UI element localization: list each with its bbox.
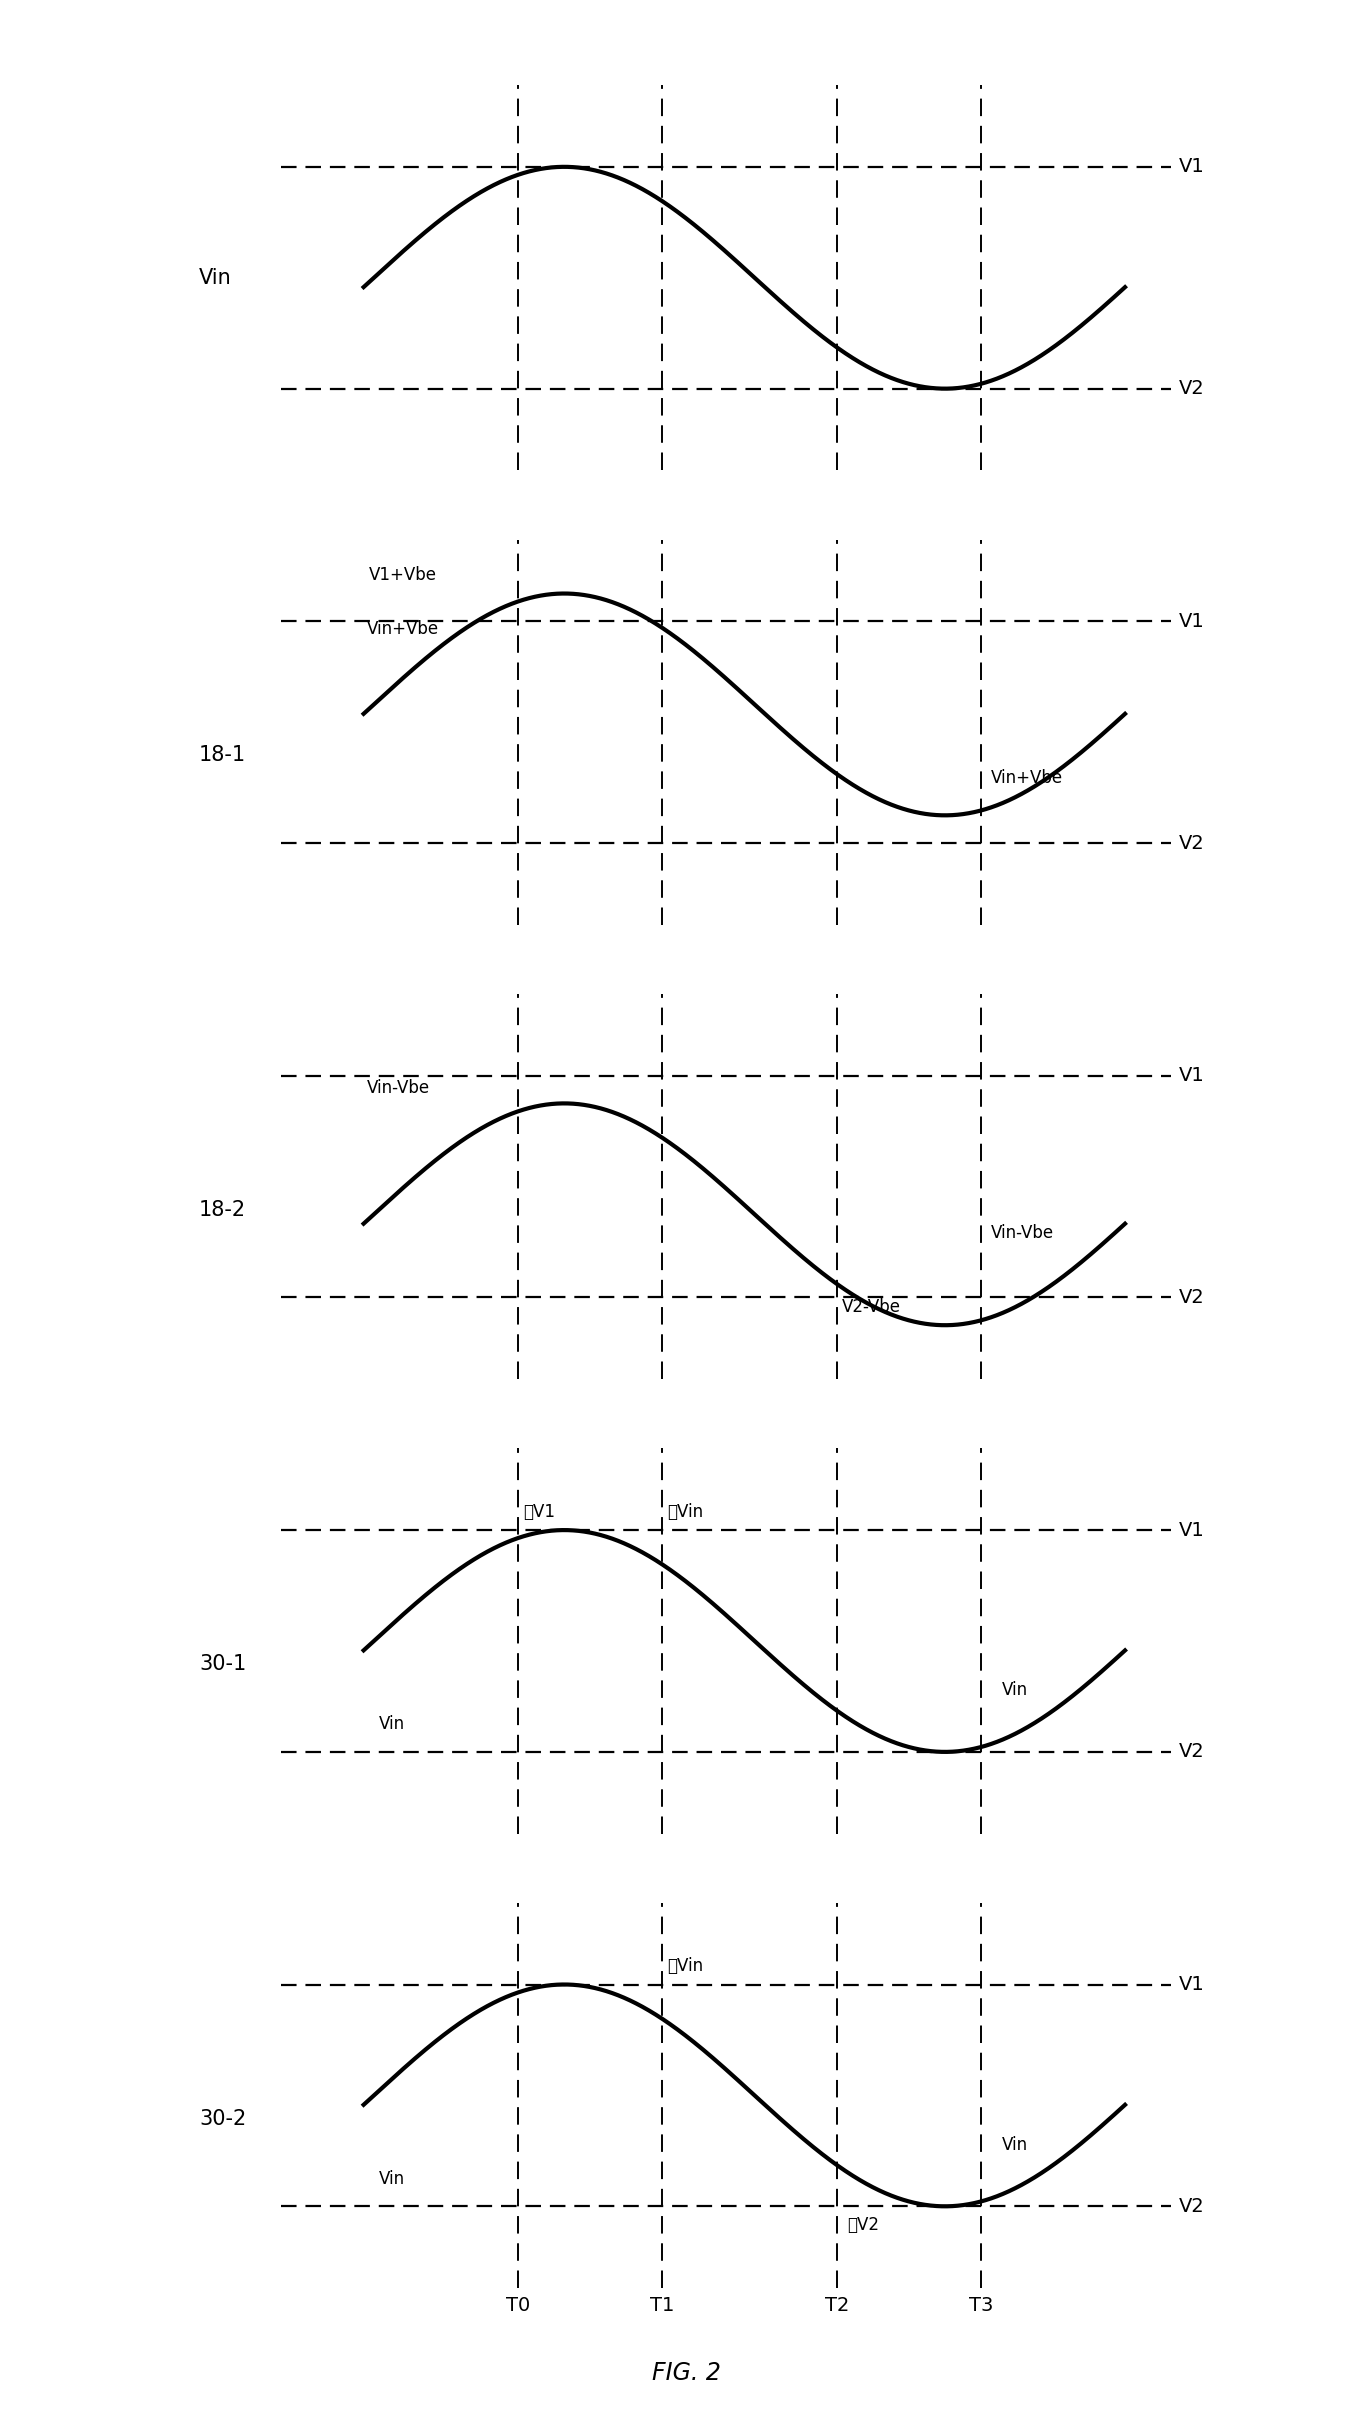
Text: V1: V1	[1179, 158, 1205, 175]
Text: ⌣V2: ⌣V2	[848, 2215, 879, 2234]
Text: V1: V1	[1179, 1974, 1205, 1993]
Text: Vin: Vin	[1002, 2135, 1028, 2154]
Text: ⌣Vin: ⌣Vin	[667, 1502, 704, 1521]
Text: V2: V2	[1179, 1743, 1205, 1762]
Text: FIG. 2: FIG. 2	[652, 2361, 720, 2385]
Text: V2: V2	[1179, 1288, 1205, 1307]
Text: Vin+Vbe: Vin+Vbe	[366, 621, 439, 638]
Text: V1: V1	[1179, 1521, 1205, 1541]
Text: 18-2: 18-2	[199, 1200, 246, 1219]
Text: V1: V1	[1179, 611, 1205, 630]
Text: ⌣Vin: ⌣Vin	[667, 1957, 704, 1976]
Text: ⌣V1: ⌣V1	[523, 1502, 556, 1521]
Text: 30-2: 30-2	[199, 2108, 246, 2127]
Text: 30-1: 30-1	[199, 1655, 246, 1675]
Text: Vin: Vin	[379, 2169, 405, 2188]
Text: Vin-Vbe: Vin-Vbe	[366, 1078, 429, 1098]
Text: Vin-Vbe: Vin-Vbe	[991, 1224, 1055, 1241]
Text: Vin: Vin	[379, 1716, 405, 1733]
Text: Vin: Vin	[199, 268, 232, 287]
Text: V2: V2	[1179, 380, 1205, 399]
Text: V1+Vbe: V1+Vbe	[369, 567, 436, 584]
Text: T2: T2	[825, 2295, 849, 2315]
Text: 18-1: 18-1	[199, 745, 246, 764]
Text: V2: V2	[1179, 2198, 1205, 2215]
Text: Vin: Vin	[1002, 1682, 1028, 1699]
Text: V1: V1	[1179, 1066, 1205, 1086]
Text: T0: T0	[506, 2295, 530, 2315]
Text: T1: T1	[650, 2295, 674, 2315]
Text: Vin+Vbe: Vin+Vbe	[991, 769, 1063, 786]
Text: T3: T3	[969, 2295, 993, 2315]
Text: V2: V2	[1179, 832, 1205, 852]
Text: V2-Vbe: V2-Vbe	[842, 1297, 901, 1317]
